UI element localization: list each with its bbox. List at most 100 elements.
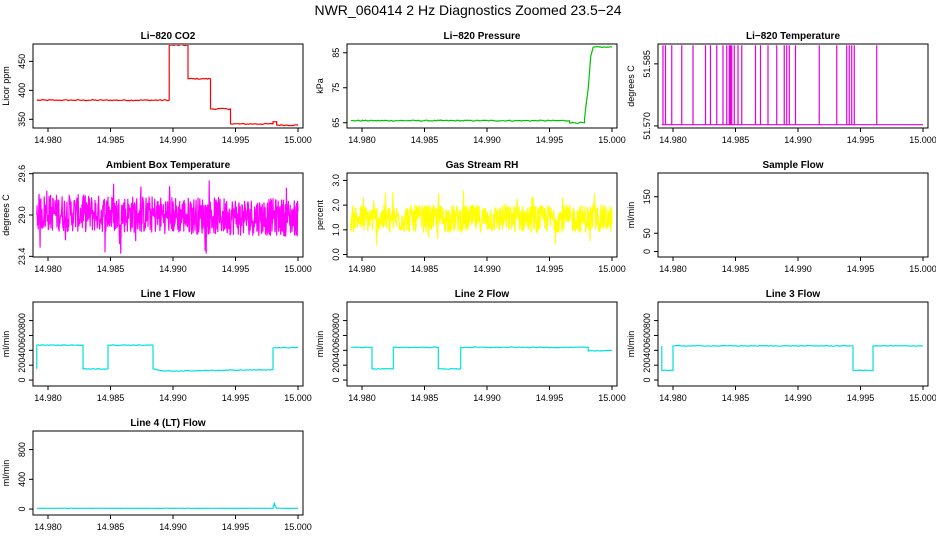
y-tick-label: 200 xyxy=(331,358,341,373)
chart-panel-6: Line 1 Flow ml/min 14.980 14.985 14.990 14.99… xyxy=(1,289,312,403)
x-tick-label: 14.980 xyxy=(348,393,376,403)
y-tick-label: 65 xyxy=(331,118,341,128)
x-tick-label: 14.985 xyxy=(722,264,750,274)
y-tick-label: 29.0 xyxy=(17,206,27,224)
x-tick-label: 14.990 xyxy=(159,393,187,403)
x-tick-label: 15.000 xyxy=(909,393,936,403)
y-tick-label: 200 xyxy=(17,358,27,373)
chart-panel-8: Line 3 Flow ml/min 14.980 14.985 14.990 14.99… xyxy=(626,289,936,403)
chart-title: Gas Stream RH xyxy=(446,160,519,171)
x-tick-label: 14.985 xyxy=(411,264,439,274)
y-axis-label: degrees C xyxy=(1,194,11,236)
chart-panel-7: Line 2 Flow ml/min 14.980 14.985 14.990 14.99… xyxy=(315,289,626,403)
y-axis-label: percent xyxy=(315,199,325,230)
x-tick-label: 15.000 xyxy=(598,264,626,274)
y-tick-label: 350 xyxy=(17,112,27,127)
chart-panel-0: Li−820 CO2 Licor ppm 14.980 14.985 14.990 14.… xyxy=(1,31,312,145)
y-tick-label: 50 xyxy=(642,228,652,238)
y-tick-label: 200 xyxy=(642,358,652,373)
x-tick-label: 14.990 xyxy=(473,393,501,403)
y-axis-label: degrees C xyxy=(626,65,636,107)
chart-title: Line 3 Flow xyxy=(766,289,821,300)
y-tick-label: 0.0 xyxy=(331,248,341,261)
x-tick-label: 14.985 xyxy=(97,393,125,403)
x-tick-label: 14.985 xyxy=(722,393,750,403)
x-tick-label: 14.990 xyxy=(784,393,812,403)
plot-frame xyxy=(346,172,618,258)
y-tick-label: 51.570 xyxy=(642,112,652,140)
chart-title: Li−820 Pressure xyxy=(444,31,521,42)
plot-frame xyxy=(657,301,929,387)
x-tick-label: 14.980 xyxy=(659,264,687,274)
x-tick-label: 14.995 xyxy=(847,393,875,403)
x-tick-label: 14.980 xyxy=(348,264,376,274)
series-line xyxy=(36,344,299,372)
x-tick-label: 14.990 xyxy=(159,135,187,145)
x-tick-label: 14.990 xyxy=(159,264,187,274)
x-tick-label: 14.990 xyxy=(159,522,187,532)
x-tick-label: 14.980 xyxy=(659,135,687,145)
plot-frame xyxy=(32,301,304,387)
y-axis-label: ml/min xyxy=(315,331,325,358)
x-tick-label: 14.985 xyxy=(97,135,125,145)
plot-frame xyxy=(32,430,304,516)
x-tick-label: 14.995 xyxy=(536,393,564,403)
series-line xyxy=(350,46,613,124)
chart-title: Li−820 CO2 xyxy=(141,31,196,42)
y-axis-label: Licor ppm xyxy=(1,66,11,106)
x-tick-label: 14.995 xyxy=(222,522,250,532)
x-tick-label: 14.995 xyxy=(536,135,564,145)
y-tick-label: 400 xyxy=(642,343,652,358)
x-tick-label: 14.985 xyxy=(97,264,125,274)
chart-title: Sample Flow xyxy=(762,160,823,171)
x-tick-label: 14.985 xyxy=(722,135,750,145)
x-tick-label: 14.995 xyxy=(536,264,564,274)
y-tick-label: 800 xyxy=(17,442,27,457)
x-tick-label: 15.000 xyxy=(909,264,936,274)
y-tick-label: 150 xyxy=(642,189,652,204)
y-tick-label: 600 xyxy=(642,328,652,343)
x-tick-label: 14.995 xyxy=(222,135,250,145)
y-tick-label: 75 xyxy=(331,83,341,93)
chart-panel-1: Li−820 Pressure kPa 14.980 14.985 14.990 14.9… xyxy=(315,31,626,145)
series-line xyxy=(350,190,613,246)
series-line xyxy=(36,180,299,254)
x-tick-label: 14.990 xyxy=(784,135,812,145)
y-tick-label: 0 xyxy=(642,378,652,383)
y-tick-label: 600 xyxy=(331,328,341,343)
chart-panel-3: Ambient Box Temperature degrees C 14.980 14… xyxy=(1,160,312,274)
y-tick-label: 0 xyxy=(17,507,27,512)
x-tick-label: 14.995 xyxy=(222,393,250,403)
x-tick-label: 14.980 xyxy=(34,393,62,403)
series-line xyxy=(36,502,299,510)
series-line xyxy=(36,45,299,127)
series-line xyxy=(350,346,613,370)
series-line xyxy=(661,344,924,372)
chart-title: Li−820 Temperature xyxy=(746,31,840,42)
y-tick-label: 0 xyxy=(331,378,341,383)
y-tick-label: 400 xyxy=(331,343,341,358)
chart-panel-4: Gas Stream RH percent 14.980 14.985 14.990 14… xyxy=(315,160,626,274)
x-tick-label: 14.980 xyxy=(34,522,62,532)
chart-title: Line 2 Flow xyxy=(455,289,510,300)
x-tick-label: 14.990 xyxy=(473,264,501,274)
chart-title: Line 4 (LT) Flow xyxy=(130,418,206,429)
y-tick-label: 400 xyxy=(17,83,27,98)
y-tick-label: 51.585 xyxy=(642,50,652,78)
y-tick-label: 400 xyxy=(17,472,27,487)
chart-title: Ambient Box Temperature xyxy=(106,160,231,171)
y-tick-label: 3.0 xyxy=(331,174,341,187)
x-tick-label: 15.000 xyxy=(284,264,312,274)
x-tick-label: 15.000 xyxy=(284,135,312,145)
x-tick-label: 14.980 xyxy=(659,393,687,403)
y-tick-label: 29.6 xyxy=(17,165,27,183)
x-tick-label: 15.000 xyxy=(598,135,626,145)
y-tick-label: 400 xyxy=(17,343,27,358)
x-tick-label: 15.000 xyxy=(598,393,626,403)
y-tick-label: 0 xyxy=(642,249,652,254)
y-tick-label: 1.0 xyxy=(331,224,341,237)
plot-frame xyxy=(346,43,618,129)
x-tick-label: 14.980 xyxy=(348,135,376,145)
plot-frame xyxy=(657,43,929,129)
